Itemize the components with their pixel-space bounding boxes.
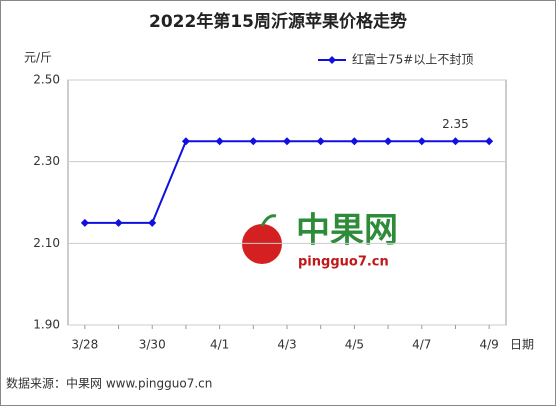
point — [249, 137, 258, 146]
y-tick-label: 2.10 — [33, 236, 60, 250]
point — [451, 137, 460, 146]
point — [181, 137, 190, 146]
point — [485, 137, 494, 146]
y-tick-label: 2.30 — [33, 154, 60, 168]
x-tick-label: 3/30 — [139, 338, 166, 352]
logo — [242, 224, 282, 264]
point — [215, 137, 224, 146]
point — [114, 218, 123, 227]
point — [417, 137, 426, 146]
logo-leaf — [260, 214, 277, 227]
data-label: 2.35 — [442, 117, 469, 131]
legend-label: 红富士75#以上不封顶 — [352, 52, 473, 67]
source: 数据来源：中果网 www.pingguo7.cn — [6, 376, 212, 391]
point — [80, 218, 89, 227]
x-tick-label: 4/5 — [345, 338, 364, 352]
x-tick-label: 3/28 — [71, 338, 98, 352]
x-tick-label: 4/7 — [412, 338, 431, 352]
watermark: 中果网 pingguo7.cn — [242, 211, 398, 270]
watermark-url: pingguo7.cn — [298, 255, 389, 270]
x-axis-label: 日期 — [510, 338, 534, 352]
chart-title: 2022年第15周沂源苹果价格走势 — [149, 11, 407, 32]
x-tick-label: 4/3 — [277, 338, 296, 352]
legend-marker — [328, 56, 336, 64]
point — [148, 218, 157, 227]
watermark-name: 中果网 — [296, 211, 398, 251]
point — [316, 137, 325, 146]
y-tick-label: 1.90 — [33, 318, 60, 332]
x-tick-label: 4/1 — [210, 338, 229, 352]
point — [283, 137, 291, 146]
y-tick-label: 2.50 — [33, 73, 60, 87]
x-tick-label: 4/9 — [479, 338, 498, 352]
point — [384, 137, 393, 146]
y-axis-label: 元/斤 — [24, 51, 52, 65]
point — [350, 137, 359, 146]
